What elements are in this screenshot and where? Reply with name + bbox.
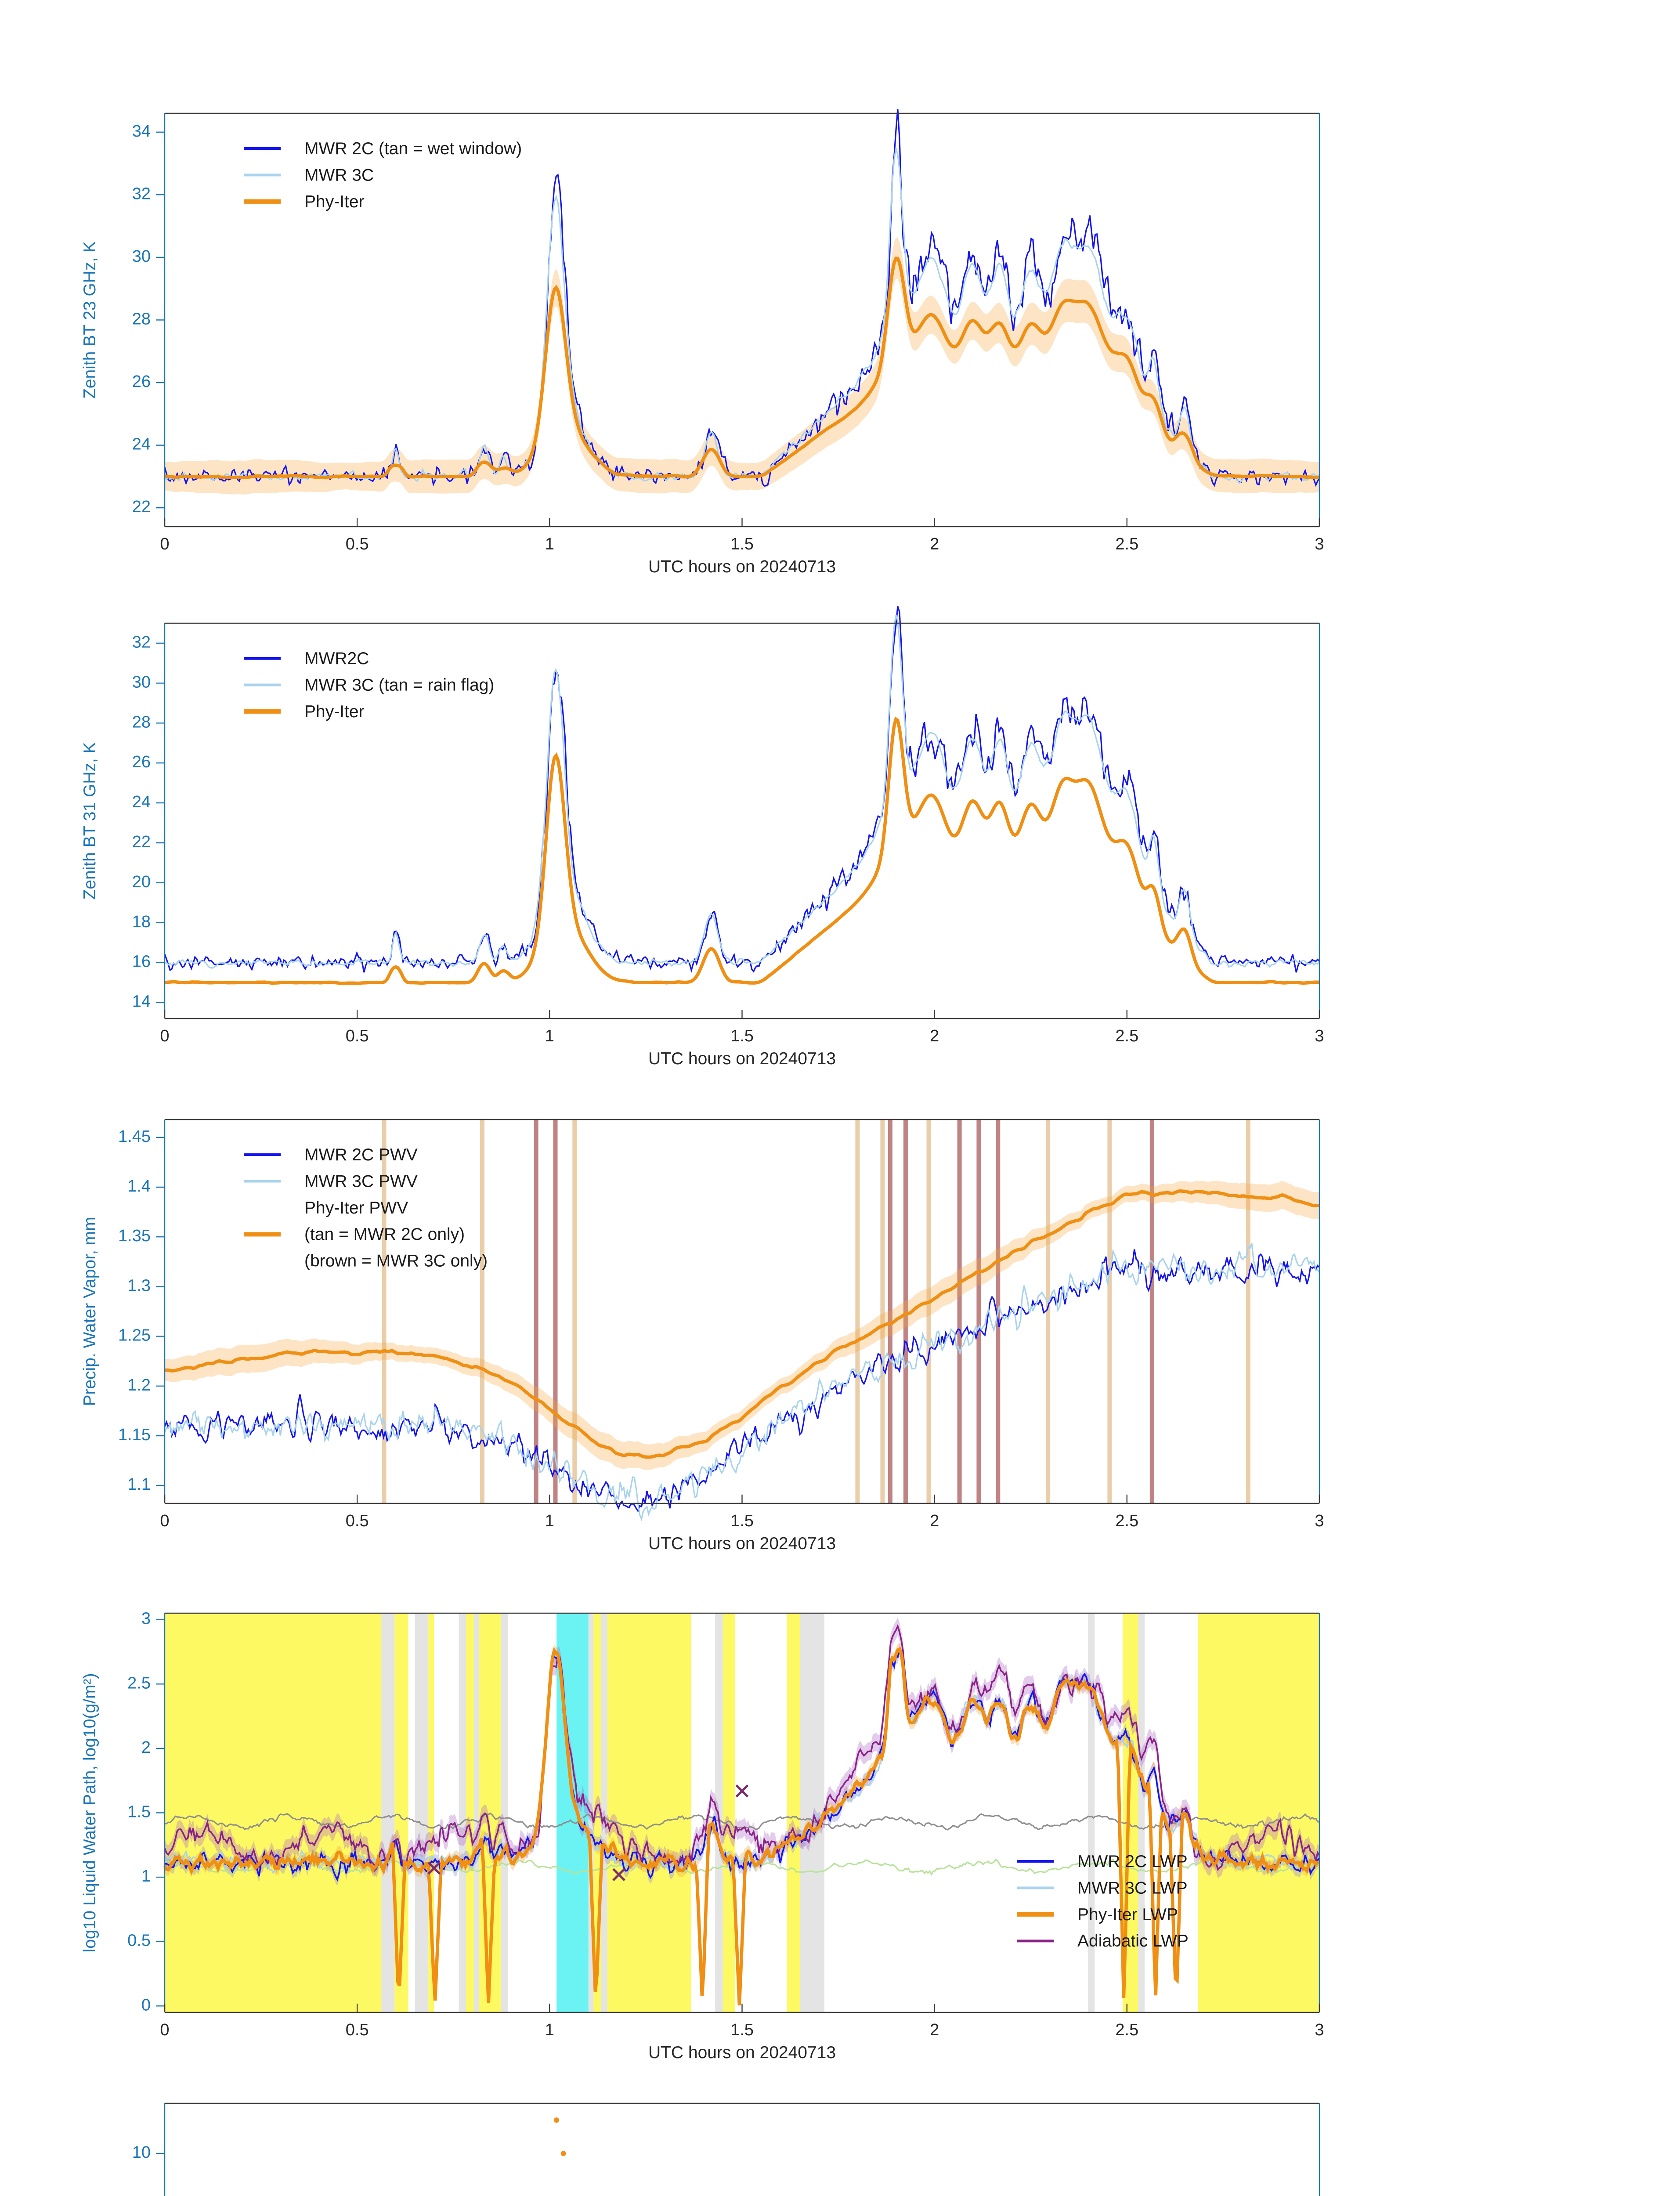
- svg-text:3: 3: [1315, 1027, 1324, 1045]
- svg-text:1.4: 1.4: [127, 1177, 151, 1196]
- svg-text:2: 2: [930, 1027, 939, 1045]
- svg-text:Phy-Iter PWV: Phy-Iter PWV: [304, 1199, 408, 1217]
- svg-text:UTC hours on 20240713: UTC hours on 20240713: [648, 2043, 836, 2062]
- svg-text:MWR 3C LWP: MWR 3C LWP: [1077, 1878, 1188, 1897]
- svg-text:3: 3: [1315, 1512, 1324, 1530]
- svg-text:1.2: 1.2: [127, 1376, 151, 1394]
- svg-text:0: 0: [141, 1996, 151, 2014]
- svg-text:Phy-Iter: Phy-Iter: [304, 192, 365, 211]
- svg-text:28: 28: [132, 310, 151, 329]
- svg-text:2.5: 2.5: [1115, 1512, 1138, 1530]
- svg-text:1.3: 1.3: [127, 1276, 151, 1295]
- svg-text:1.5: 1.5: [730, 1027, 754, 1045]
- svg-text:log10 Liquid Water Path, log10: log10 Liquid Water Path, log10(g/m²): [80, 1673, 99, 1953]
- svg-text:32: 32: [132, 184, 151, 203]
- svg-text:26: 26: [132, 372, 151, 391]
- svg-text:14: 14: [132, 993, 151, 1011]
- svg-text:2: 2: [141, 1738, 151, 1757]
- svg-text:1: 1: [545, 535, 554, 553]
- svg-text:1: 1: [545, 1027, 554, 1045]
- svg-text:2: 2: [930, 535, 939, 553]
- svg-text:26: 26: [132, 753, 151, 771]
- svg-text:(brown = MWR 3C only): (brown = MWR 3C only): [304, 1252, 488, 1271]
- svg-text:1: 1: [141, 1867, 151, 1885]
- svg-text:Zenith BT 23 GHz, K: Zenith BT 23 GHz, K: [80, 241, 99, 399]
- svg-text:1.25: 1.25: [118, 1326, 151, 1345]
- svg-text:32: 32: [132, 633, 151, 652]
- svg-text:0.5: 0.5: [346, 535, 369, 553]
- svg-text:1.45: 1.45: [118, 1127, 151, 1146]
- svg-text:1: 1: [545, 1512, 554, 1530]
- svg-text:0: 0: [160, 2021, 169, 2039]
- svg-text:1.1: 1.1: [127, 1475, 151, 1494]
- svg-text:MWR2C: MWR2C: [304, 649, 369, 668]
- svg-text:2: 2: [930, 1512, 939, 1530]
- svg-text:0: 0: [160, 1027, 169, 1045]
- svg-text:2: 2: [930, 2021, 939, 2039]
- svg-text:20: 20: [132, 873, 151, 891]
- svg-text:24: 24: [132, 435, 151, 454]
- svg-text:1.5: 1.5: [127, 1803, 151, 1821]
- svg-text:MWR 3C PWV: MWR 3C PWV: [304, 1172, 418, 1191]
- svg-text:0: 0: [160, 535, 169, 553]
- svg-text:Phy-Iter LWP: Phy-Iter LWP: [1077, 1905, 1178, 1924]
- svg-text:1.5: 1.5: [730, 2021, 754, 2039]
- svg-text:2.5: 2.5: [1115, 535, 1138, 553]
- svg-text:28: 28: [132, 713, 151, 731]
- svg-text:18: 18: [132, 913, 151, 931]
- svg-text:UTC hours on 20240713: UTC hours on 20240713: [648, 557, 836, 576]
- svg-text:MWR 2C (tan = wet window): MWR 2C (tan = wet window): [304, 139, 522, 158]
- svg-text:MWR 2C PWV: MWR 2C PWV: [304, 1145, 418, 1164]
- svg-text:1: 1: [545, 2021, 554, 2039]
- svg-text:2.5: 2.5: [1115, 1027, 1138, 1045]
- svg-text:16: 16: [132, 953, 151, 971]
- svg-text:30: 30: [132, 673, 151, 691]
- svg-text:3: 3: [141, 1610, 151, 1628]
- svg-text:Adiabatic LWP: Adiabatic LWP: [1077, 1932, 1189, 1950]
- svg-text:0.5: 0.5: [346, 1512, 369, 1530]
- svg-text:Precip. Water Vapor, mm: Precip. Water Vapor, mm: [80, 1217, 99, 1406]
- svg-text:MWR 3C: MWR 3C: [304, 166, 374, 184]
- svg-text:3: 3: [1315, 535, 1324, 553]
- svg-text:22: 22: [132, 498, 151, 516]
- svg-text:2.5: 2.5: [1115, 2021, 1138, 2039]
- svg-text:1.5: 1.5: [730, 535, 754, 553]
- svg-text:Zenith BT 31 GHz, K: Zenith BT 31 GHz, K: [80, 742, 99, 899]
- svg-text:1.35: 1.35: [118, 1227, 151, 1245]
- svg-text:0: 0: [160, 1512, 169, 1530]
- svg-text:30: 30: [132, 247, 151, 266]
- svg-text:(tan = MWR 2C only): (tan = MWR 2C only): [304, 1225, 465, 1244]
- svg-text:34: 34: [132, 122, 151, 141]
- svg-text:0.5: 0.5: [127, 1932, 151, 1950]
- svg-text:0.5: 0.5: [346, 2021, 369, 2039]
- svg-text:UTC hours on 20240713: UTC hours on 20240713: [648, 1049, 836, 1068]
- svg-text:22: 22: [132, 833, 151, 851]
- svg-text:MWR 3C (tan = rain flag): MWR 3C (tan = rain flag): [304, 675, 494, 694]
- svg-text:UTC hours on 20240713: UTC hours on 20240713: [648, 1534, 836, 1553]
- svg-text:2.5: 2.5: [127, 1674, 151, 1692]
- svg-text:MWR 2C LWP: MWR 2C LWP: [1077, 1852, 1188, 1871]
- svg-text:0.5: 0.5: [346, 1027, 369, 1045]
- svg-text:1.5: 1.5: [730, 1512, 754, 1530]
- svg-text:Phy-Iter: Phy-Iter: [304, 702, 365, 721]
- svg-text:24: 24: [132, 793, 151, 811]
- svg-text:10: 10: [132, 2143, 151, 2162]
- svg-text:3: 3: [1315, 2021, 1324, 2039]
- svg-text:1.15: 1.15: [118, 1426, 151, 1444]
